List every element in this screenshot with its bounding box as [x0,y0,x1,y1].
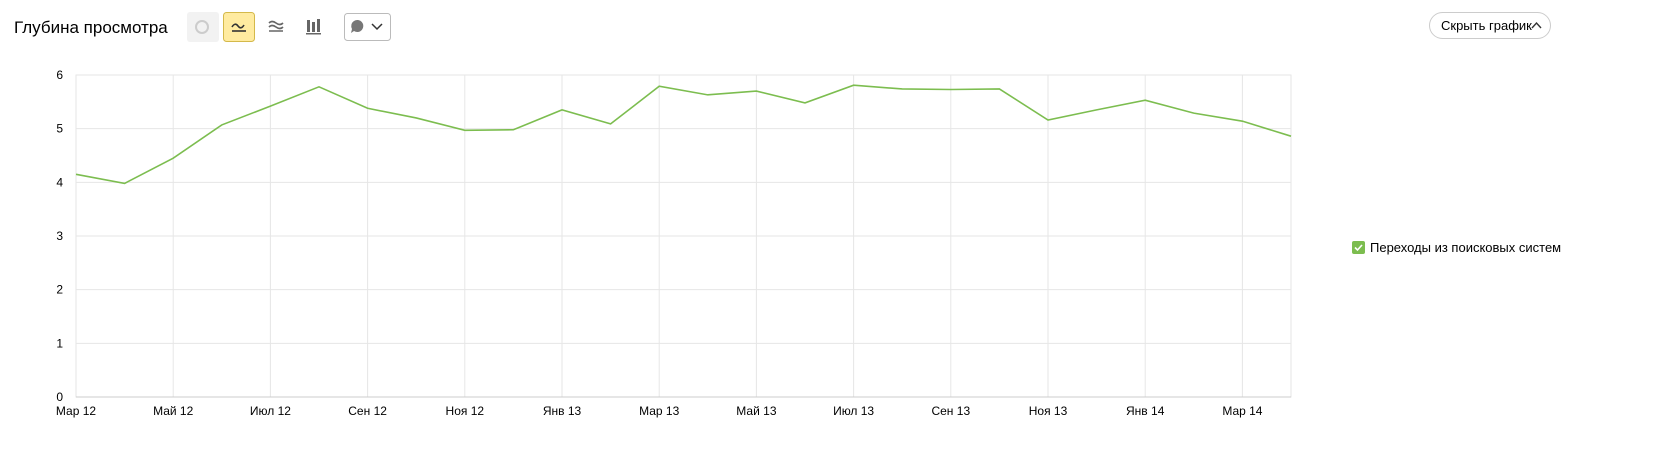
bar-view-button[interactable] [306,19,321,35]
line-view-button[interactable] [223,12,255,42]
y-tick-label: 6 [56,68,63,82]
x-tick-label: Май 13 [736,404,777,418]
y-tick-label: 0 [56,390,63,404]
hide-chart-button[interactable]: Скрыть график [1429,12,1551,39]
x-tick-label: Июл 12 [250,404,291,418]
legend-item[interactable]: Переходы из поисковых систем [1352,240,1561,255]
legend-label: Переходы из поисковых систем [1370,240,1561,255]
y-tick-label: 3 [56,229,63,243]
y-tick-label: 1 [56,336,63,350]
legend-checkbox[interactable] [1352,241,1365,254]
pie-view-button[interactable] [187,12,219,42]
x-tick-label: Ноя 12 [446,404,485,418]
x-tick-label: Янв 13 [543,404,582,418]
y-tick-label: 4 [56,175,63,189]
hide-chart-label: Скрыть график [1441,18,1532,33]
annotations-dropdown[interactable] [344,13,391,41]
y-tick-label: 5 [56,122,63,136]
x-tick-label: Сен 12 [348,404,387,418]
x-tick-label: Июл 13 [833,404,874,418]
x-tick-label: Янв 14 [1126,404,1165,418]
plot: 0 1 2 3 4 5 6 Мар 12 Май 12 Июл 12 Сен 12 Ноя 12 Янв… [56,68,1292,418]
y-tick-label: 2 [56,283,63,297]
x-tick-label: Май 12 [153,404,194,418]
area-view-button[interactable] [268,20,284,32]
report-title: Глубина просмотра [14,18,168,37]
x-tick-label: Сен 13 [931,404,970,418]
x-tick-label: Мар 13 [639,404,679,418]
x-tick-label: Мар 14 [1222,404,1262,418]
series-line [75,84,1292,185]
x-tick-label: Мар 12 [56,404,96,418]
x-tick-label: Ноя 13 [1029,404,1068,418]
